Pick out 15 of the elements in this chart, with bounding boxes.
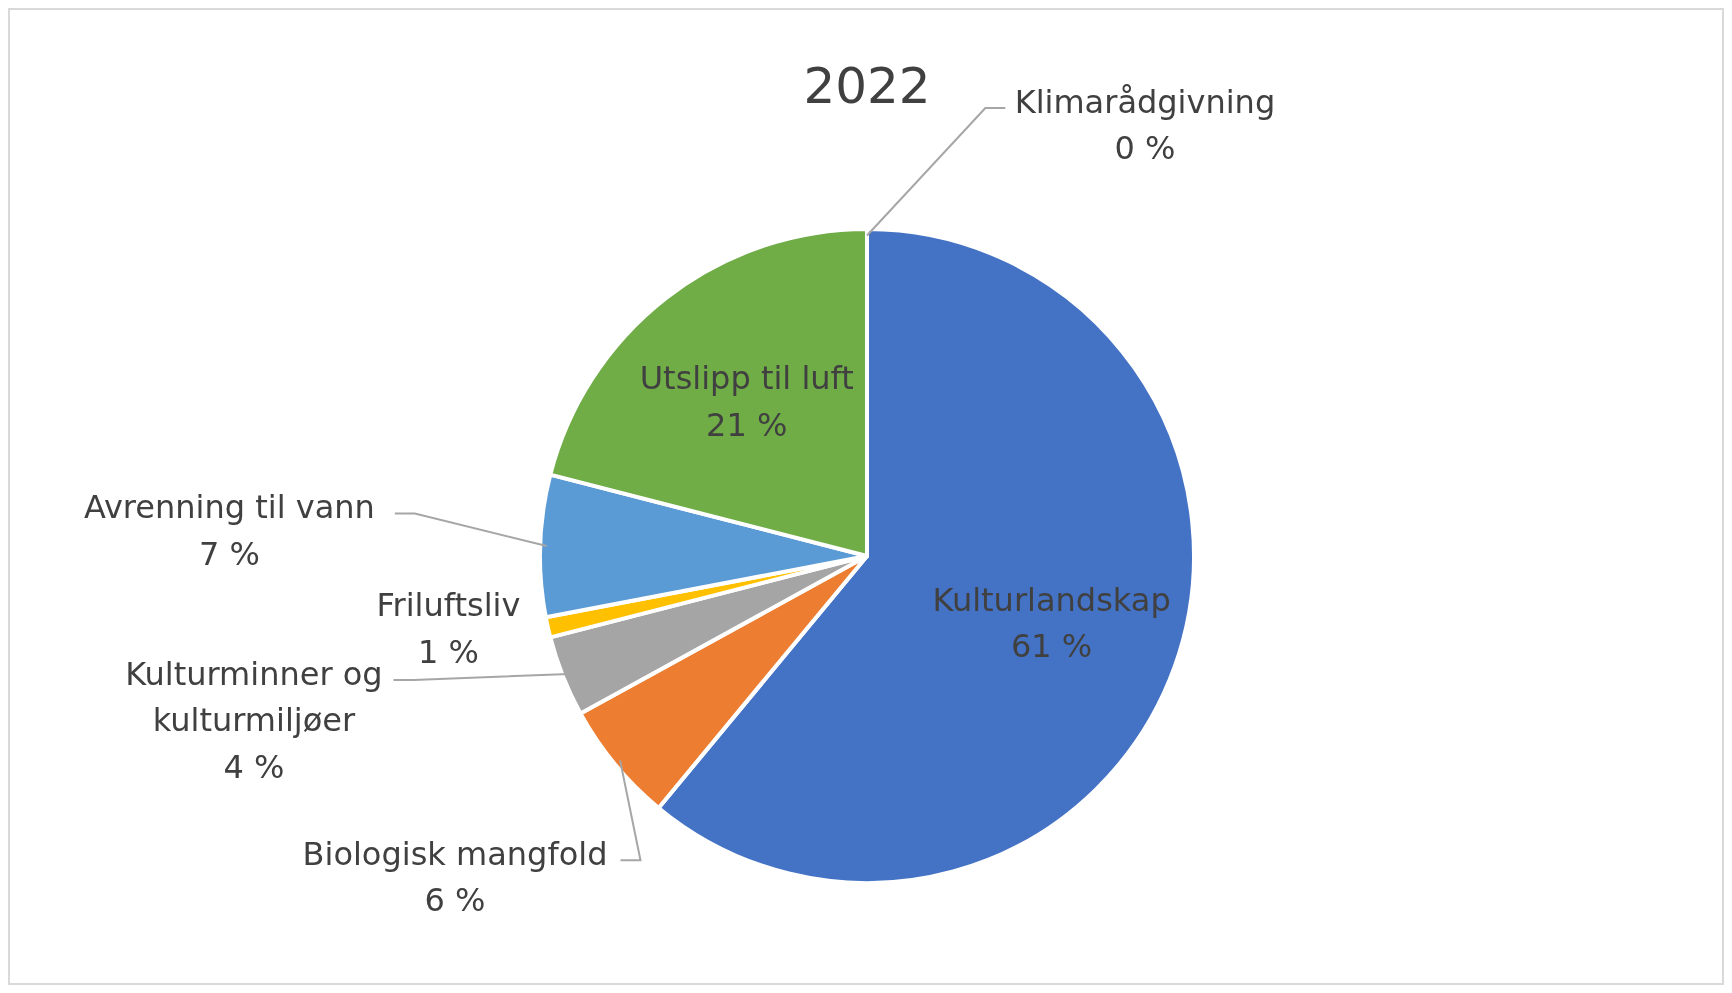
data-label: 6 % <box>424 881 486 920</box>
slice-label: Avrenning til vann <box>83 488 375 527</box>
slice-label: Friluftsliv <box>376 586 521 625</box>
data-label: 21 % <box>706 405 788 444</box>
slice-label: Biologisk mangfold <box>302 834 608 873</box>
data-label: 1 % <box>417 632 479 671</box>
slice-label: Kulturminner og kulturmiljøer <box>125 654 383 740</box>
data-label: 4 % <box>223 747 285 786</box>
slice-label: Kulturlandskap <box>932 580 1171 619</box>
data-label: 7 % <box>198 534 260 573</box>
text: 0 % <box>1114 129 1176 168</box>
chart-title: 2022 <box>803 57 931 115</box>
data-label: 61 % <box>1010 627 1093 666</box>
slice-label: Utslipp til luft <box>639 359 854 398</box>
category-label: Klimarådgivning <box>1014 82 1276 121</box>
